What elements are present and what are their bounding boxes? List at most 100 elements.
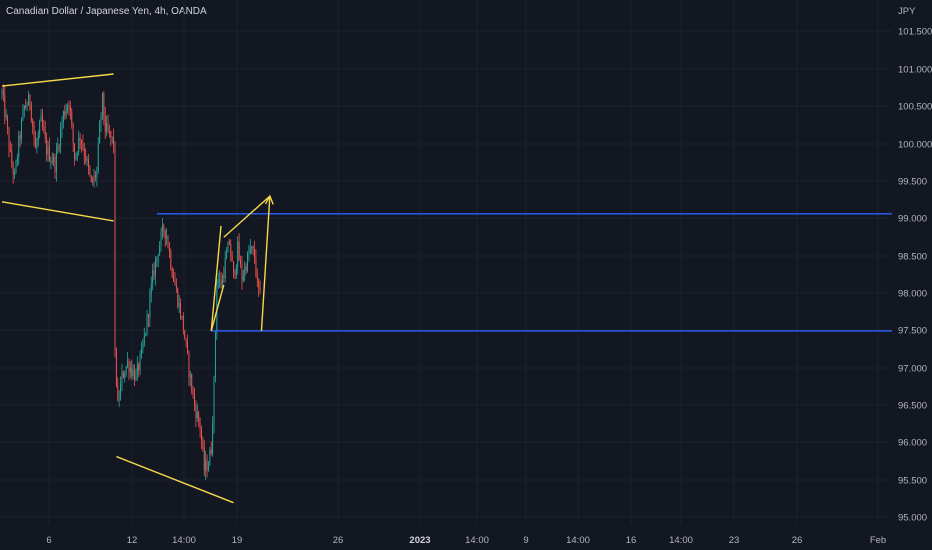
candle-down (113, 136, 115, 147)
flag-top-trendline[interactable] (223, 195, 271, 238)
candle-down (199, 421, 201, 430)
candle-up (205, 460, 207, 471)
drawings[interactable] (1, 73, 892, 504)
candle-down (231, 256, 233, 262)
price-tick-label: 100.500 (898, 102, 932, 113)
time-tick-label: 6 (46, 535, 51, 546)
candle-down (48, 146, 50, 162)
candle-down (184, 330, 186, 340)
candle-down (81, 140, 82, 144)
candle-up (178, 303, 180, 307)
candle-down (88, 159, 89, 168)
candle-down (259, 288, 261, 292)
candle-up (189, 374, 191, 377)
candle-down (187, 342, 189, 353)
candle-down (107, 123, 109, 131)
time-tick-label: 26 (792, 535, 803, 546)
candle-up (65, 110, 67, 116)
candle-up (152, 270, 154, 284)
flag-pole-left-edge[interactable] (210, 225, 222, 332)
candle-down (12, 164, 14, 175)
candle-down (245, 266, 247, 271)
time-tick-label: 19 (232, 535, 243, 546)
time-tick-label: 16 (626, 535, 637, 546)
candle-up (161, 225, 163, 233)
candle-up (18, 135, 20, 158)
candle-down (9, 149, 11, 152)
candle-up (100, 115, 102, 123)
candle-down (94, 175, 96, 178)
candle-down (92, 181, 94, 183)
arrow-head-icon (264, 194, 274, 205)
candle-up (142, 344, 144, 349)
candle-up (135, 372, 137, 381)
candle-down (108, 130, 110, 132)
candle-up (235, 265, 237, 276)
candle-down (131, 367, 133, 376)
candle-up (57, 146, 59, 151)
candle-down (19, 135, 21, 139)
broadening-top-trendline[interactable] (1, 73, 114, 87)
broadening-bottom-trendline[interactable] (1, 201, 114, 222)
candle-down (173, 276, 175, 282)
candle-up (159, 245, 161, 256)
price-tick-label: 97.000 (898, 364, 927, 375)
candle-down (83, 148, 85, 156)
candle-down (33, 126, 35, 138)
candle-down (258, 278, 260, 289)
time-tick-label: 26 (333, 535, 344, 546)
candle-down (192, 390, 194, 395)
price-tick-label: 101.500 (898, 27, 932, 38)
candle-down (170, 251, 172, 269)
flag-pole-right-edge[interactable] (210, 284, 225, 332)
candle-down (228, 242, 230, 245)
candle-up (37, 133, 39, 143)
candle-up (97, 143, 99, 170)
price-tick-label: 95.500 (898, 476, 927, 487)
candle-down (194, 394, 195, 406)
falling-wedge-lower-trendline[interactable] (116, 455, 234, 504)
candle-down (2, 90, 4, 95)
candle-up (129, 367, 131, 373)
candle-up (124, 373, 126, 378)
candle-down (114, 146, 116, 349)
candle-up (61, 122, 63, 129)
candle-down (220, 279, 222, 288)
candle-down (164, 229, 166, 239)
candle-down (79, 137, 81, 141)
candle-up (47, 146, 49, 155)
time-tick-label: 9 (523, 535, 528, 546)
candle-down (115, 348, 117, 386)
candle-down (64, 111, 66, 116)
candle-down (103, 92, 105, 117)
projection-up-arrow[interactable] (260, 196, 271, 331)
candle-down (74, 143, 76, 160)
candle-down (43, 126, 45, 132)
candle-up (181, 316, 183, 318)
price-tick-label: 96.000 (898, 438, 927, 449)
candle-up (213, 377, 215, 424)
candle-up (1, 90, 3, 94)
candle-up (219, 279, 221, 281)
time-tick-label: 14:00 (465, 535, 489, 546)
candle-up (150, 283, 152, 295)
candle-down (240, 260, 242, 264)
candle-up (96, 169, 98, 178)
candle-down (233, 261, 235, 273)
time-tick-label: 14:00 (669, 535, 693, 546)
price-axis-currency: JPY (898, 6, 916, 17)
candle-up (5, 116, 7, 118)
candle-down (174, 281, 176, 286)
candle-up (145, 332, 147, 335)
candle-down (163, 225, 165, 230)
time-tick-label: 12 (127, 535, 138, 546)
candle-down (90, 175, 92, 182)
candle-down (110, 131, 112, 138)
candle-up (111, 136, 113, 138)
candle-up (21, 120, 23, 139)
candle-down (117, 385, 119, 400)
axes: JPY 101.500101.000100.500100.00099.50099… (46, 6, 932, 546)
price-tick-label: 95.000 (898, 513, 927, 524)
candle-down (202, 441, 204, 448)
